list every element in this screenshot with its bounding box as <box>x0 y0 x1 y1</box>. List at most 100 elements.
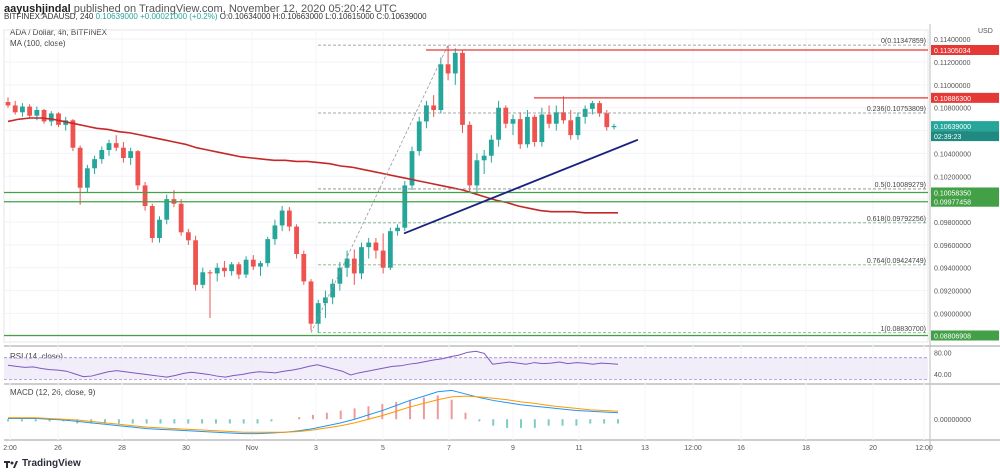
candle <box>510 114 516 136</box>
candle-body <box>250 259 256 267</box>
candle <box>546 105 552 129</box>
candle <box>597 100 602 117</box>
candle-body <box>315 303 321 324</box>
candle <box>568 110 574 140</box>
high-value: H:0.10663000 <box>272 12 323 21</box>
trend-line <box>403 138 639 235</box>
candle <box>149 203 155 243</box>
candle-body <box>561 112 566 121</box>
candle-body <box>431 105 437 110</box>
candle-body <box>84 168 90 188</box>
rsi-band <box>4 357 928 380</box>
candle <box>121 142 126 163</box>
candle-body <box>243 259 249 275</box>
candle <box>503 105 509 129</box>
candle-body <box>373 242 379 251</box>
price-tag-label: 0.11305034 <box>934 48 971 55</box>
publisher-name[interactable]: aayushjindal <box>4 3 71 15</box>
candle <box>438 57 444 114</box>
candle-body <box>323 297 328 304</box>
candle-body <box>546 114 552 124</box>
ma-legend[interactable]: MA (100, close) <box>10 39 66 48</box>
last-price: 0.10639000 <box>95 12 138 21</box>
candle <box>286 207 292 232</box>
candle-body <box>380 250 386 268</box>
x-tick-label: 5 <box>381 445 385 452</box>
rsi-tick-label: 80.00 <box>934 350 952 357</box>
candle <box>113 135 119 152</box>
candle <box>63 116 69 131</box>
y-tick-label: 0.10200000 <box>934 174 971 181</box>
x-tick-label: 3 <box>314 445 318 452</box>
candle <box>402 180 408 232</box>
candle <box>185 228 191 245</box>
candle-body <box>589 103 595 109</box>
candle <box>84 164 90 193</box>
candle-body <box>12 105 18 113</box>
symbol-line: BITFINEX:ADAUSD, 240 <box>4 12 94 21</box>
candle <box>178 199 184 236</box>
open-value: O:0.10634000 <box>219 12 271 21</box>
candle <box>431 95 437 117</box>
brand-name[interactable]: TradingView <box>22 458 81 469</box>
price-tag <box>931 92 999 103</box>
candle-body <box>236 264 242 275</box>
fib-level-label: 0.5(0.10089279) <box>875 182 926 189</box>
countdown-tag <box>931 131 999 142</box>
candle-body <box>481 155 487 161</box>
candle <box>142 182 148 211</box>
x-tick-label: 13 <box>641 445 649 452</box>
candle-body <box>193 240 198 285</box>
candle <box>92 155 97 174</box>
y-tick-label: 0.11400000 <box>934 37 971 44</box>
candle <box>532 114 538 147</box>
rsi-legend[interactable]: RSI (14, close) <box>10 352 63 361</box>
candle <box>214 263 220 282</box>
candle-body <box>48 113 54 122</box>
candle-body <box>452 52 458 74</box>
macd-legend[interactable]: MACD (12, 26, close, 9) <box>10 388 96 397</box>
price-tag <box>931 187 999 198</box>
candle <box>575 112 581 140</box>
candle-body <box>553 112 559 124</box>
y-tick-label: 0.09400000 <box>934 266 971 273</box>
candle-body <box>41 110 47 122</box>
candle <box>128 147 134 165</box>
candle <box>272 219 278 245</box>
candle-body <box>416 121 422 152</box>
low-value: L:0.10615000 <box>325 12 375 21</box>
macd-tick-label: 0.00000000 <box>934 417 971 424</box>
candle-body <box>611 126 617 128</box>
candle <box>207 270 213 318</box>
y-tick-label: 0.09800000 <box>934 220 971 227</box>
candle-body <box>294 226 299 254</box>
candle <box>157 216 162 243</box>
candle-body <box>597 103 602 114</box>
price-tag <box>931 196 999 207</box>
y-tick-label: 0.10800000 <box>934 106 971 113</box>
candle <box>467 121 473 193</box>
candle-body <box>488 139 494 156</box>
candle <box>553 105 559 131</box>
candle <box>20 103 25 117</box>
candle-body <box>510 119 516 124</box>
x-tick-label: 11 <box>575 445 582 452</box>
candle <box>323 290 328 318</box>
candle-body <box>128 151 134 158</box>
price-change: +0.00021000 (+0.2%) <box>140 12 218 21</box>
price-tag-label: 0.10639000 <box>934 124 971 131</box>
fib-retracement: 0(0.11347859) 0.236(0.10753809) 0.5(0.1008… <box>310 38 928 334</box>
candle <box>222 260 227 277</box>
candle-body <box>20 106 25 113</box>
fib-level-label: 0(0.11347859) <box>881 38 926 45</box>
candle-body <box>27 106 33 116</box>
fib-level-label: 0.764(0.09424749) <box>867 258 926 265</box>
rsi-tick-label: 40.00 <box>934 372 952 379</box>
candle-body <box>265 239 271 264</box>
candle-body <box>330 283 336 298</box>
candle-body <box>402 185 408 228</box>
tradingview-logo-icon <box>4 460 18 468</box>
candle-body <box>185 232 191 241</box>
candle <box>539 107 545 147</box>
